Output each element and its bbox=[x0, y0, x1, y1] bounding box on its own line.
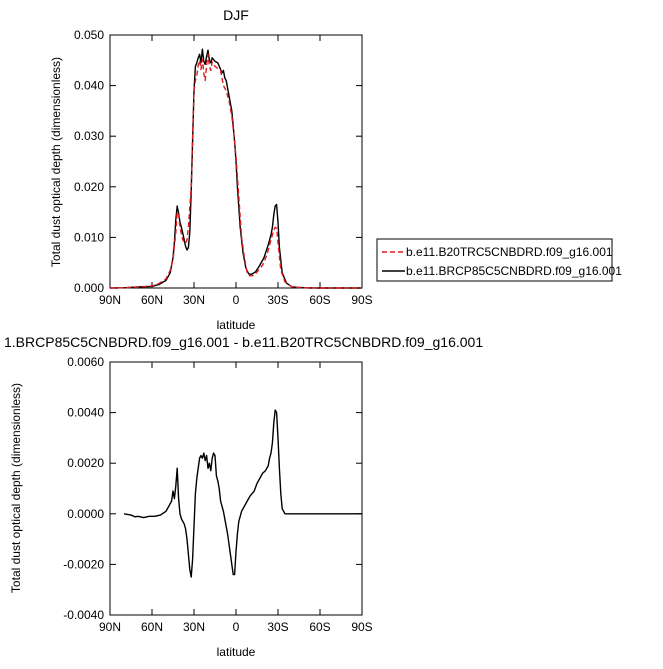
top-x-ticks: 90N 60N 30N 0 30S 60S 90S bbox=[99, 35, 373, 307]
bottom-x-tick-label-3: 0 bbox=[233, 620, 240, 634]
top-x-tick-label-6: 90S bbox=[351, 293, 372, 307]
top-series-line-1 bbox=[109, 48, 362, 289]
bottom-series-lines bbox=[123, 409, 362, 578]
top-y-tick-label-3: 0.030 bbox=[74, 129, 104, 143]
top-chart-title: DJF bbox=[223, 7, 249, 23]
top-y-axis-label: Total dust optical depth (dimensionless) bbox=[49, 57, 63, 267]
bottom-x-tick-label-1: 60N bbox=[141, 620, 163, 634]
top-x-tick-label-1: 60N bbox=[141, 293, 163, 307]
bottom-x-tick-label-6: 90S bbox=[351, 620, 372, 634]
top-y-tick-label-2: 0.020 bbox=[74, 180, 104, 194]
bottom-y-axis-label: Total dust optical depth (dimensionless) bbox=[9, 383, 23, 593]
bottom-series-line-0 bbox=[123, 409, 362, 578]
legend-box bbox=[376, 238, 613, 282]
legend: b.e11.B20TRC5CNBDRD.f09_g16.001 b.e11.BR… bbox=[376, 238, 622, 282]
bottom-x-axis-label: latitude bbox=[217, 645, 256, 659]
bottom-x-tick-label-0: 90N bbox=[99, 620, 121, 634]
legend-label-series-1: b.e11.B20TRC5CNBDRD.f09_g16.001 bbox=[406, 245, 613, 259]
bottom-chart-frame bbox=[109, 361, 363, 616]
bottom-chart: 1.BRCP85C5CNBDRD.f09_g16.001 - b.e11.B20… bbox=[4, 334, 483, 659]
bottom-chart-title: 1.BRCP85C5CNBDRD.f09_g16.001 - b.e11.B20… bbox=[4, 334, 483, 350]
bottom-y-tick-label-3: 0.0020 bbox=[67, 456, 104, 470]
bottom-x-ticks: 90N 60N 30N 0 30S 60S 90S bbox=[99, 362, 373, 634]
legend-label-series-2: b.e11.BRCP85C5CNBDRD.f09_g16.001 bbox=[406, 264, 622, 278]
top-x-axis-label: latitude bbox=[217, 318, 256, 332]
top-y-tick-label-1: 0.010 bbox=[74, 230, 104, 244]
bottom-y-tick-label-4: 0.0040 bbox=[67, 406, 104, 420]
top-series-lines bbox=[109, 48, 362, 289]
bottom-x-tick-label-5: 60S bbox=[309, 620, 330, 634]
bottom-x-tick-label-2: 30N bbox=[183, 620, 205, 634]
top-y-tick-label-4: 0.040 bbox=[74, 79, 104, 93]
top-chart: DJF 0.000 0.010 0.020 0.030 0.040 0.050 90N 60… bbox=[49, 7, 373, 332]
bottom-y-tick-label-2: 0.0000 bbox=[67, 507, 104, 521]
bottom-y-tick-label-5: 0.0060 bbox=[67, 355, 104, 369]
bottom-y-tick-label-0: -0.0040 bbox=[63, 608, 104, 622]
top-y-ticks: 0.000 0.010 0.020 0.030 0.040 0.050 bbox=[74, 28, 362, 295]
top-y-tick-label-0: 0.000 bbox=[74, 281, 104, 295]
top-x-tick-label-0: 90N bbox=[99, 293, 121, 307]
top-x-tick-label-4: 30S bbox=[267, 293, 288, 307]
bottom-y-ticks: -0.0040 -0.0020 0.0000 0.0020 0.0040 0.0060 bbox=[63, 355, 362, 622]
top-series-line-0 bbox=[109, 53, 362, 289]
top-y-tick-label-5: 0.050 bbox=[74, 28, 104, 42]
top-x-tick-label-3: 0 bbox=[233, 293, 240, 307]
top-x-tick-label-5: 60S bbox=[309, 293, 330, 307]
top-x-tick-label-2: 30N bbox=[183, 293, 205, 307]
bottom-x-tick-label-4: 30S bbox=[267, 620, 288, 634]
bottom-y-tick-label-1: -0.0020 bbox=[63, 557, 104, 571]
